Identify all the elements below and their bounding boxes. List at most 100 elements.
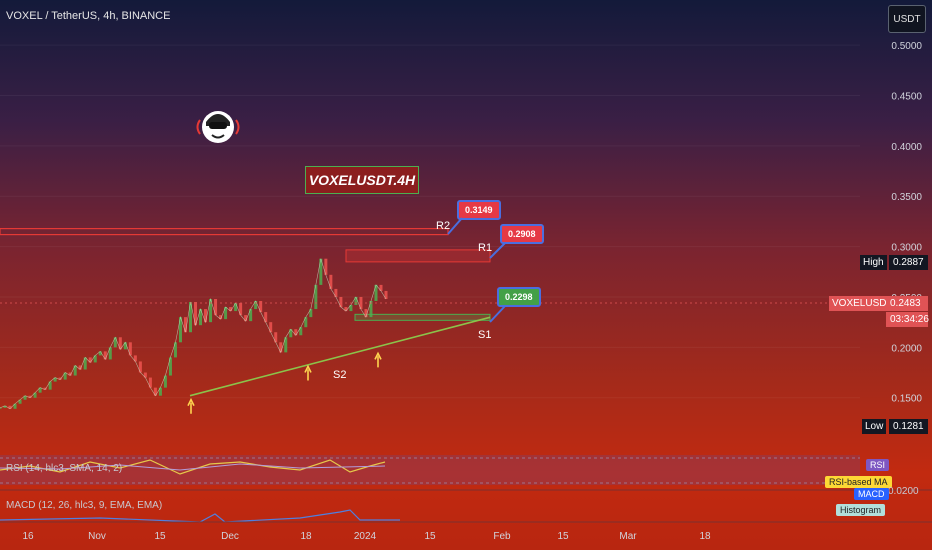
x-tick-label: 18 [300,531,312,542]
high-value: 0.2887 [889,255,928,270]
x-tick-label: Feb [493,531,511,542]
up-arrow-icon [304,364,312,381]
candle [43,387,47,390]
candle [384,290,388,299]
candle [339,296,343,308]
candle [279,342,283,353]
trendline-group [189,316,491,397]
candle [354,296,358,306]
candle [239,303,243,316]
x-axis-ticks: 16 Nov 15 Dec 18 2024 15 Feb 15 Mar 18 [22,531,711,542]
candle [173,342,177,358]
y-tick-label: 0.2000 [891,343,922,354]
candle [148,377,152,388]
s1-callout: 0.2298 [497,287,541,307]
x-tick-label: 15 [557,531,569,542]
candle [369,301,373,318]
candle [68,372,72,376]
candle [8,405,12,409]
arrow-markers [187,351,382,414]
r1-callout: 0.2908 [500,224,544,244]
candle [274,332,278,343]
r2-zone [0,228,449,236]
candle [18,399,22,404]
current-price-value: 0.2483 [886,296,928,311]
candle [234,303,238,312]
symbol-title: VOXEL / TetherUS, 4h, BINANCE [6,10,171,22]
candle [133,355,137,362]
price-line [0,258,387,410]
candle [379,284,383,291]
candle [214,298,218,316]
candle [334,288,338,297]
candle [58,377,62,380]
grid [0,44,860,399]
candle [314,284,318,310]
label-s2: S2 [333,369,347,381]
candle [324,258,328,275]
bar-countdown: 03:34:26 [886,312,929,327]
candle [264,312,268,323]
candle [194,302,198,326]
candle [224,307,228,320]
candle [128,342,132,356]
candle [259,301,263,313]
candle [183,317,187,333]
rsi-legend[interactable]: RSI (14, hlc3, SMA, 14, 2) [6,463,123,474]
candle [294,329,298,336]
candle [48,381,52,390]
x-tick-label: 16 [22,531,34,542]
rsi-ma-badge: RSI-based MA [825,476,892,488]
x-tick-label: 15 [424,531,436,542]
candle [23,395,27,400]
r1-zone [345,249,491,263]
rsi-badge: RSI [866,459,890,471]
candle [219,315,223,320]
candle [158,387,162,396]
candle [108,347,112,360]
macd-line [0,509,400,523]
level-zones [0,228,491,321]
high-label: High [860,255,887,270]
x-tick-label: 15 [154,531,166,542]
candle [244,315,248,322]
candle [3,405,7,408]
candle [83,357,87,370]
candle [254,301,258,310]
currency-selector[interactable]: USDT [888,5,926,33]
candle [289,329,293,338]
candle [28,395,32,398]
candle [329,274,333,289]
candle [199,309,203,326]
candle [38,387,42,393]
up-arrow-icon [374,351,382,368]
candle [269,322,273,333]
r2-callout: 0.3149 [457,200,501,220]
candle [304,317,308,328]
candle [364,309,368,318]
candle [204,309,208,323]
candle [309,309,313,318]
candle [138,361,142,373]
y-tick-label: 0.3000 [891,243,922,254]
candle [209,298,213,323]
candle [103,351,107,360]
candle [118,337,122,350]
x-tick-label: 2024 [354,531,377,542]
candle [163,375,167,388]
candle [53,377,57,382]
macd-legend[interactable]: MACD (12, 26, hlc3, 9, EMA, EMA) [6,500,163,511]
current-symbol-label: VOXELUSDT [829,296,896,311]
candle [168,357,172,376]
candle [188,302,192,333]
candle [78,365,82,370]
ascending-trendline [189,316,491,397]
y-tick-label: 0.3500 [891,192,922,203]
y-tick-label: 0.1500 [891,394,922,405]
chart-annotation-title: VOXELUSDT.4H [305,166,419,194]
label-r1: R1 [478,242,493,254]
candle [229,307,233,312]
candle [349,305,353,312]
rsi-pane-band [0,455,860,485]
